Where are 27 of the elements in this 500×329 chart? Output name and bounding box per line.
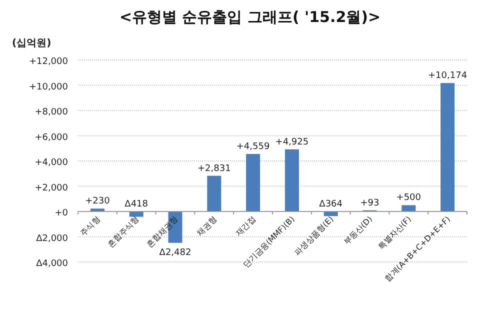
data-label: +93 — [360, 198, 380, 208]
y-axis-title: (십억원) — [12, 38, 52, 49]
data-label: Δ418 — [124, 200, 148, 210]
y-tick-label: +0 — [54, 208, 68, 218]
bar — [440, 83, 455, 212]
y-tick-label: +2,000 — [34, 183, 68, 194]
data-label: +4,925 — [275, 137, 309, 148]
bar — [246, 154, 260, 212]
bar — [207, 176, 222, 212]
y-tick-label: +12,000 — [28, 57, 68, 67]
data-label: Δ364 — [319, 200, 343, 210]
bar — [129, 212, 144, 217]
y-tick-label: Δ2,000 — [36, 234, 68, 244]
chart-title: <유형별 순유출입 그래프( '15.2월)> — [119, 8, 381, 26]
y-tick-label: +10,000 — [28, 82, 68, 92]
data-label: +10,174 — [428, 71, 468, 82]
y-tick-label: +8,000 — [34, 108, 68, 118]
y-tick-label: +6,000 — [34, 132, 68, 143]
bar — [402, 205, 416, 212]
data-label: +230 — [85, 196, 110, 207]
data-label: Δ2,482 — [159, 248, 192, 258]
bar — [284, 149, 299, 212]
y-tick-label: Δ4,000 — [36, 259, 68, 269]
data-label: +4,559 — [236, 142, 270, 152]
data-label: +500 — [396, 193, 422, 204]
data-label: +2,831 — [197, 164, 231, 174]
y-tick-label: +4,000 — [34, 158, 68, 168]
